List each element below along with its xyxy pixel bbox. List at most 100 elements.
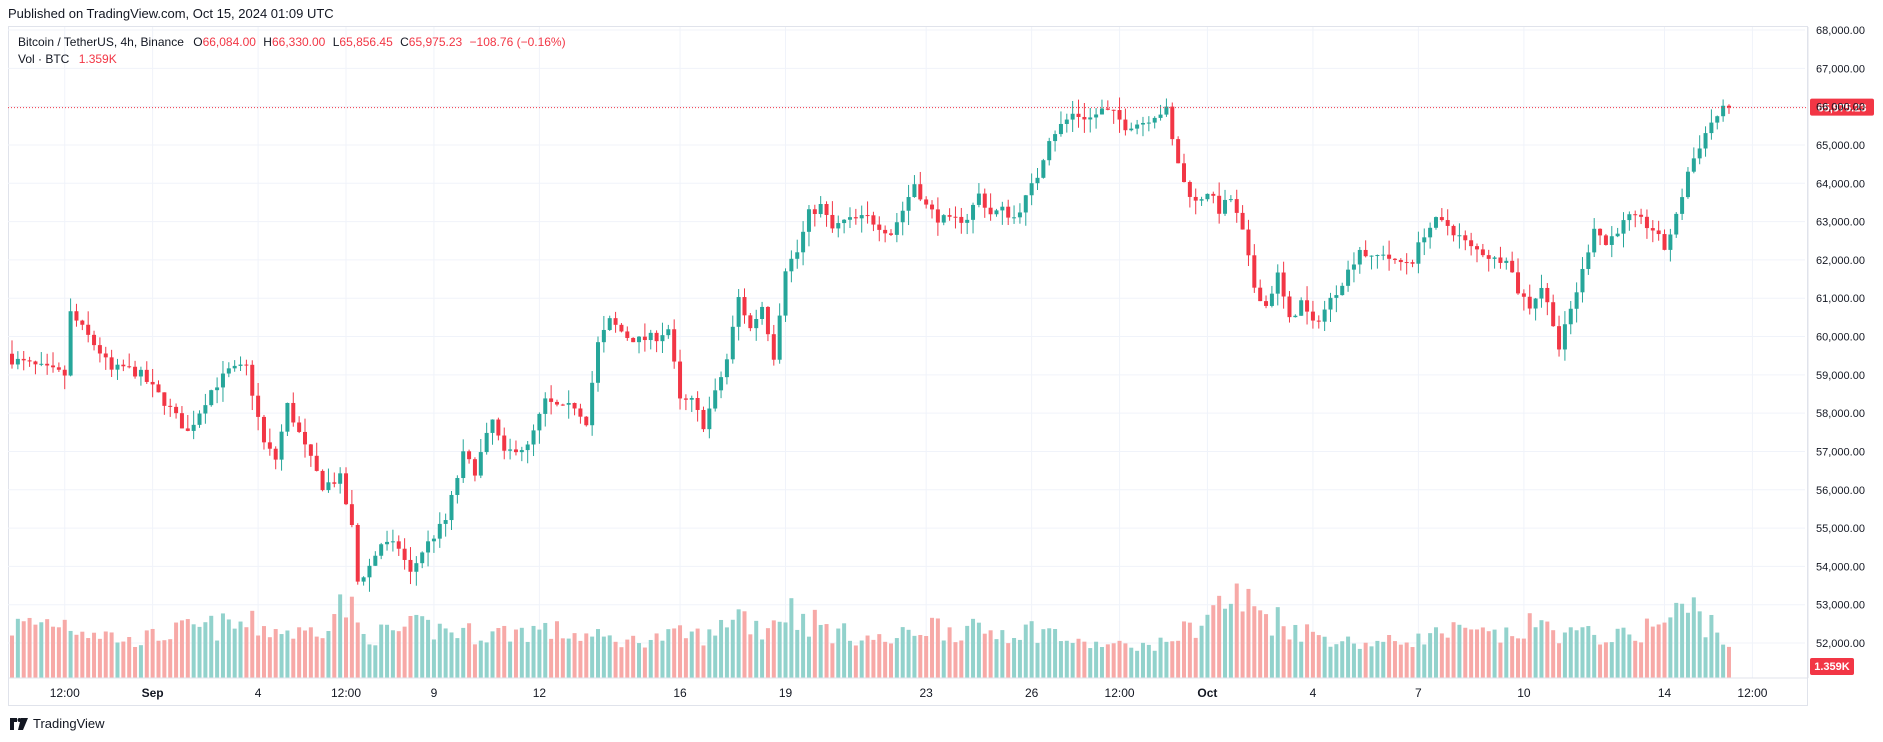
candle-body — [80, 320, 85, 325]
candle-body — [1516, 272, 1521, 294]
candle-body — [1398, 259, 1403, 263]
volume-bar — [1357, 648, 1362, 678]
candle — [261, 414, 266, 450]
candle-body — [1088, 117, 1093, 120]
candle — [1240, 205, 1245, 230]
candle — [953, 206, 958, 229]
volume-bar — [1170, 641, 1175, 678]
candle — [877, 216, 882, 242]
candle — [1228, 195, 1233, 203]
low-label: L — [332, 35, 340, 49]
volume-bar — [1099, 647, 1104, 678]
price-tick-label: 52,000.00 — [1816, 638, 1865, 650]
candle — [842, 219, 847, 234]
tradingview-brand[interactable]: TradingView — [10, 716, 105, 731]
candle-body — [836, 223, 841, 229]
candle — [80, 319, 85, 331]
candle — [1205, 193, 1210, 202]
candle-body — [930, 204, 935, 210]
volume-bar — [1264, 614, 1269, 678]
candle — [1070, 100, 1075, 132]
candle-body — [1340, 285, 1345, 296]
candle-body — [666, 329, 671, 336]
volume-bar — [420, 616, 425, 678]
volume-bar — [642, 647, 647, 678]
time-tick-label: Sep — [142, 686, 164, 700]
candle-body — [859, 215, 864, 219]
candle — [543, 392, 548, 427]
candle-body — [1164, 106, 1169, 115]
candle — [1023, 194, 1028, 226]
volume-bar — [1387, 635, 1392, 678]
candle-body — [1539, 287, 1544, 299]
candle — [1445, 209, 1450, 236]
candle — [1463, 230, 1468, 251]
candle-body — [1709, 122, 1714, 134]
last-price-line: 65,975.23 1.359K — [8, 98, 1874, 675]
candle-body — [51, 365, 56, 368]
volume-bar — [1252, 606, 1257, 678]
volume-bar — [1398, 644, 1403, 678]
candle — [1715, 115, 1720, 130]
candle — [226, 362, 231, 378]
candle — [484, 422, 489, 455]
volume-bar — [138, 645, 143, 678]
candle — [1603, 233, 1608, 246]
candle-body — [531, 430, 536, 445]
candle-body — [472, 459, 477, 476]
candle-body — [566, 402, 571, 405]
candle — [900, 201, 905, 236]
candle — [554, 399, 559, 407]
candle-body — [678, 361, 683, 399]
candle — [894, 212, 899, 243]
volume-bar — [162, 640, 167, 678]
candle — [678, 349, 683, 410]
candle-body — [1064, 119, 1069, 124]
candle — [508, 438, 513, 460]
last-volume-label: 1.359K — [1814, 661, 1850, 673]
candle-body — [1580, 268, 1585, 293]
candle — [1644, 209, 1649, 239]
volume-bar — [33, 624, 38, 678]
volume-bar — [572, 633, 577, 678]
candle — [162, 392, 167, 415]
volume-bar — [941, 640, 946, 678]
candle-body — [1258, 287, 1263, 302]
candle — [1557, 315, 1562, 357]
volume-bar — [789, 598, 794, 678]
volume-bar — [133, 646, 138, 678]
volume-bar — [554, 621, 559, 678]
candle-body — [519, 450, 524, 453]
time-tick-label: 4 — [255, 686, 262, 700]
candle-body — [1475, 246, 1479, 250]
candle — [1076, 99, 1081, 128]
candle-body — [1644, 216, 1649, 229]
candle — [1334, 285, 1339, 313]
candle — [1105, 100, 1110, 111]
candle — [1398, 258, 1403, 271]
candle — [1258, 279, 1263, 302]
candle-body — [771, 334, 776, 360]
candle-body — [1691, 158, 1696, 172]
candle-body — [1070, 113, 1075, 120]
open-value: 66,084.00 — [202, 35, 256, 49]
candle — [209, 389, 214, 407]
volume-bar — [203, 622, 208, 678]
candle-body — [1650, 228, 1655, 231]
candle-body — [1486, 255, 1491, 259]
candle-body — [1703, 133, 1708, 149]
candle — [572, 402, 577, 416]
volume-bar — [1463, 627, 1468, 678]
candle — [1041, 158, 1046, 179]
candle-body — [1375, 255, 1380, 257]
volume-bar — [724, 627, 729, 678]
volume-bar — [121, 641, 126, 678]
candle — [1668, 228, 1673, 262]
candle — [414, 556, 419, 586]
candle — [818, 196, 823, 218]
candle-body — [326, 482, 331, 491]
candle — [420, 551, 425, 569]
candle — [62, 365, 67, 390]
volume-bar — [590, 636, 595, 678]
